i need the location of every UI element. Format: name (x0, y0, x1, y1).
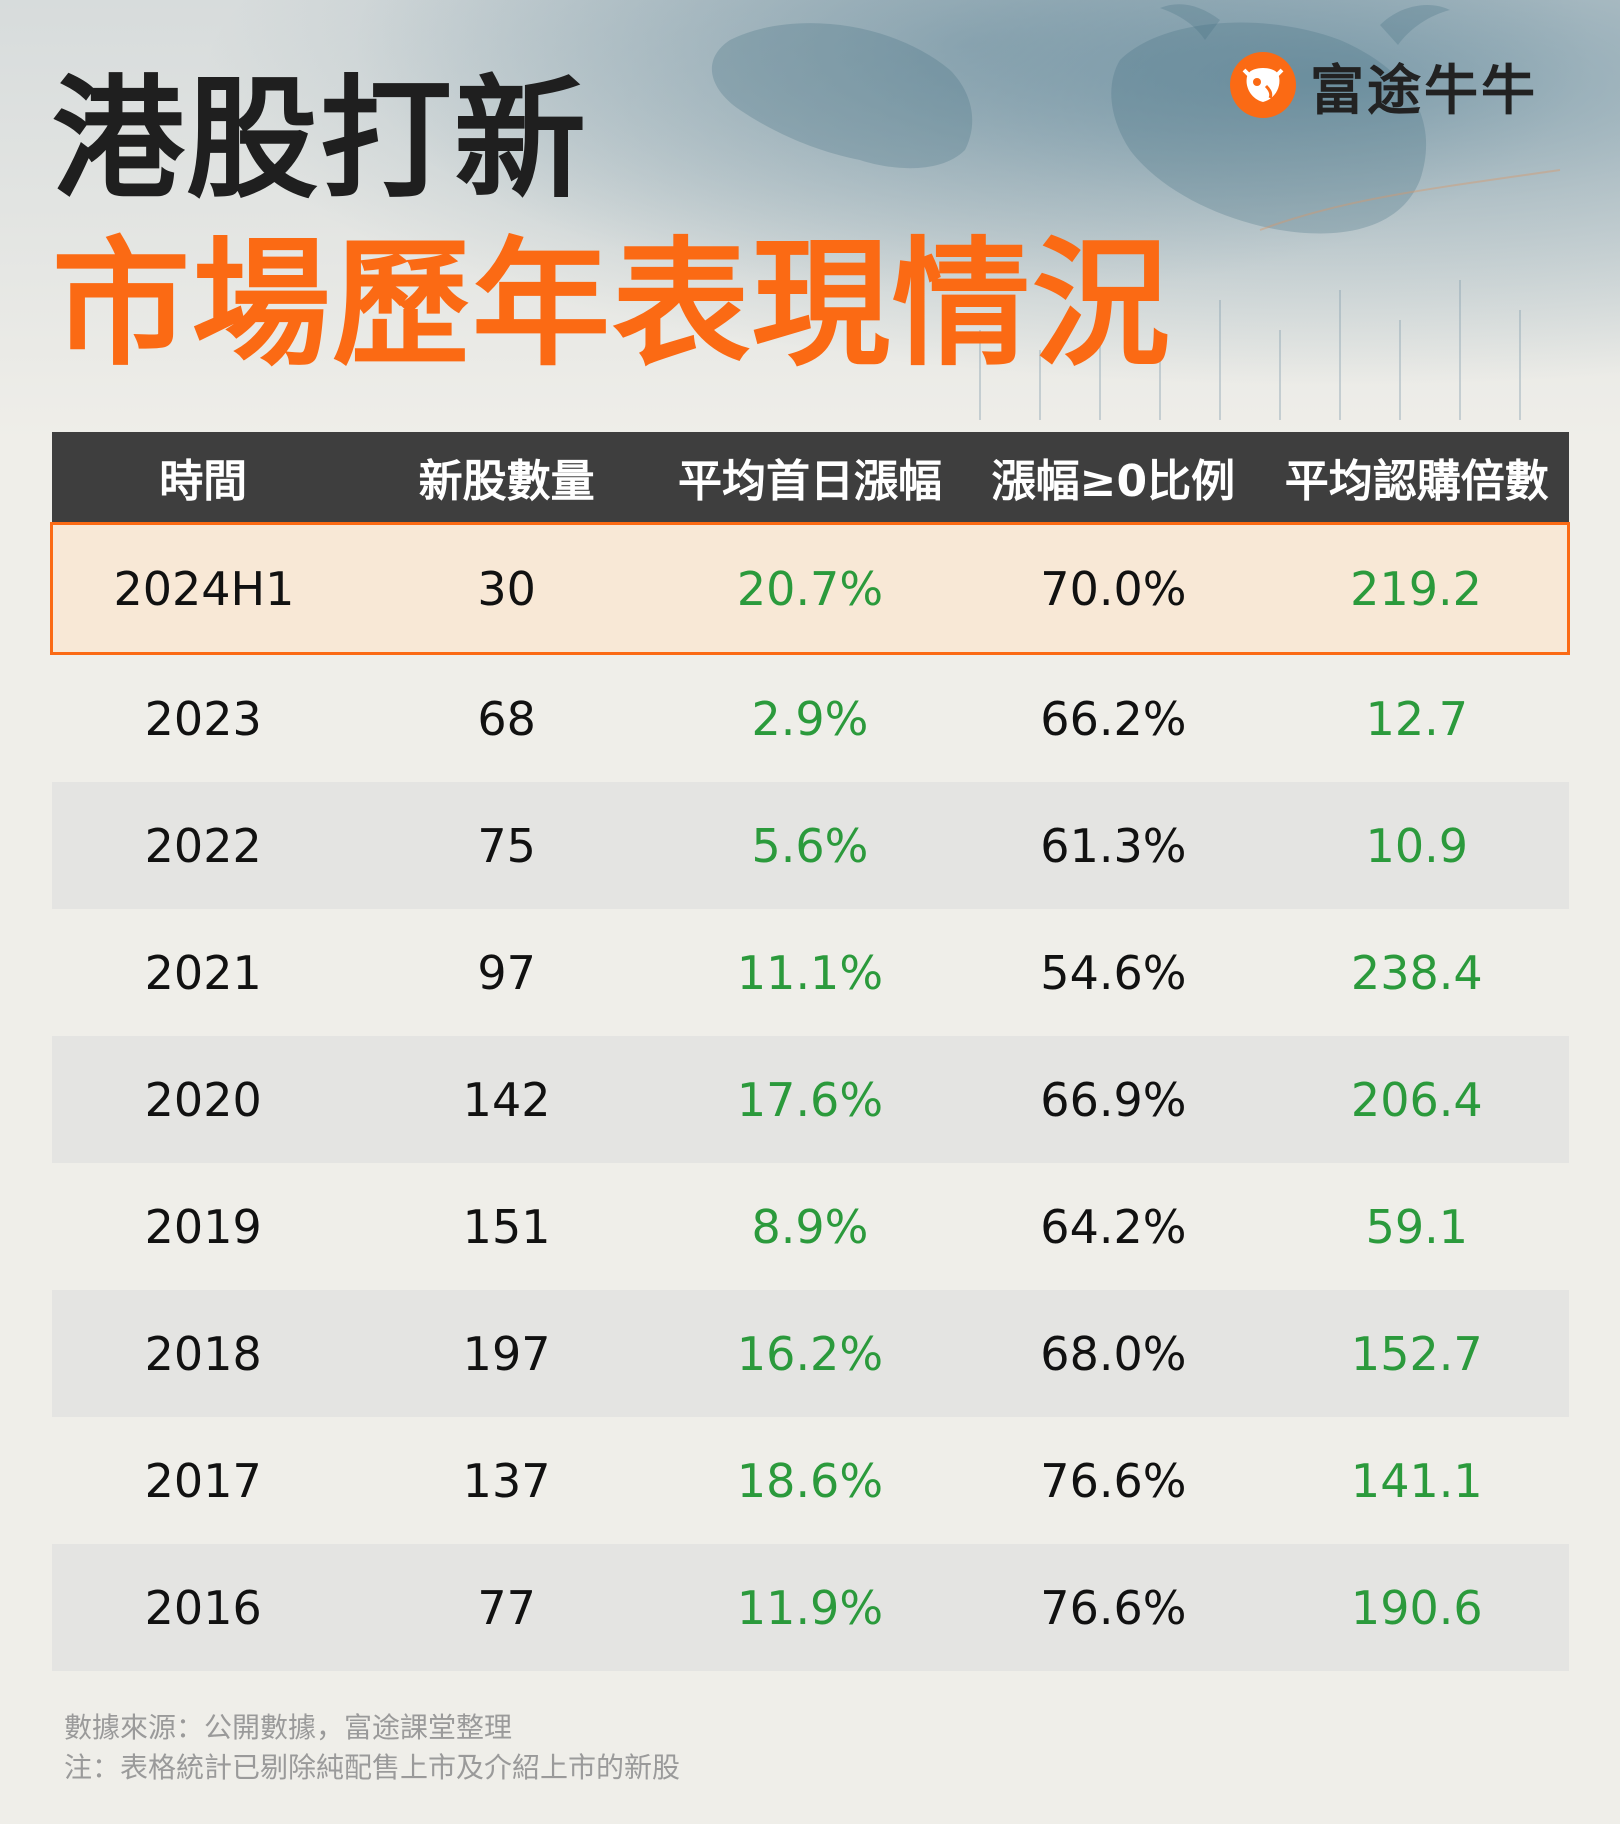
cell-subscription: 219.2 (1265, 524, 1568, 654)
cell-count: 137 (355, 1417, 658, 1544)
table-row: 2021 97 11.1% 54.6% 238.4 (52, 909, 1569, 1036)
column-header-count: 新股數量 (355, 432, 658, 524)
cell-period: 2017 (52, 1417, 355, 1544)
column-header-period: 時間 (52, 432, 355, 524)
cell-ratio: 76.6% (962, 1544, 1265, 1671)
table-header-row: 時間 新股數量 平均首日漲幅 漲幅≥0比例 平均認購倍數 (52, 432, 1569, 524)
table-row: 2016 77 11.9% 76.6% 190.6 (52, 1544, 1569, 1671)
cell-period: 2024H1 (52, 524, 355, 654)
cell-avg-first-day: 2.9% (658, 654, 961, 783)
methodology-note: 注：表格統計已剔除純配售上市及介紹上市的新股 (64, 1748, 680, 1788)
ipo-performance-table: 時間 新股數量 平均首日漲幅 漲幅≥0比例 平均認購倍數 2024H1 30 2… (50, 432, 1570, 1671)
page-title: 港股打新 (52, 70, 588, 210)
cell-period: 2018 (52, 1290, 355, 1417)
cell-ratio: 64.2% (962, 1163, 1265, 1290)
cell-subscription: 206.4 (1265, 1036, 1568, 1163)
cell-avg-first-day: 20.7% (658, 524, 961, 654)
page-subtitle: 市場歷年表現情況 (52, 232, 1172, 378)
cell-period: 2020 (52, 1036, 355, 1163)
cell-avg-first-day: 8.9% (658, 1163, 961, 1290)
cell-ratio: 66.9% (962, 1036, 1265, 1163)
cell-subscription: 238.4 (1265, 909, 1568, 1036)
footnotes: 數據來源：公開數據，富途課堂整理 注：表格統計已剔除純配售上市及介紹上市的新股 (64, 1708, 680, 1788)
cell-count: 30 (355, 524, 658, 654)
cell-subscription: 59.1 (1265, 1163, 1568, 1290)
cell-avg-first-day: 17.6% (658, 1036, 961, 1163)
cell-avg-first-day: 11.1% (658, 909, 961, 1036)
brand-name: 富途牛牛 (1310, 46, 1538, 125)
cell-avg-first-day: 18.6% (658, 1417, 961, 1544)
table-row: 2020 142 17.6% 66.9% 206.4 (52, 1036, 1569, 1163)
table-row: 2022 75 5.6% 61.3% 10.9 (52, 782, 1569, 909)
column-header-subscription: 平均認購倍數 (1265, 432, 1568, 524)
cell-avg-first-day: 5.6% (658, 782, 961, 909)
cell-count: 68 (355, 654, 658, 783)
cell-avg-first-day: 11.9% (658, 1544, 961, 1671)
table-row-highlighted: 2024H1 30 20.7% 70.0% 219.2 (52, 524, 1569, 654)
table-row: 2023 68 2.9% 66.2% 12.7 (52, 654, 1569, 783)
brand: 富途牛牛 (1230, 50, 1538, 120)
cell-period: 2021 (52, 909, 355, 1036)
column-header-avg-first-day: 平均首日漲幅 (658, 432, 961, 524)
cell-period: 2022 (52, 782, 355, 909)
cell-ratio: 68.0% (962, 1290, 1265, 1417)
cell-count: 142 (355, 1036, 658, 1163)
cell-period: 2023 (52, 654, 355, 783)
cell-period: 2016 (52, 1544, 355, 1671)
table-row: 2017 137 18.6% 76.6% 141.1 (52, 1417, 1569, 1544)
cell-count: 197 (355, 1290, 658, 1417)
column-header-ratio: 漲幅≥0比例 (962, 432, 1265, 524)
cell-subscription: 141.1 (1265, 1417, 1568, 1544)
cell-ratio: 61.3% (962, 782, 1265, 909)
data-source-note: 數據來源：公開數據，富途課堂整理 (64, 1708, 680, 1748)
cell-subscription: 152.7 (1265, 1290, 1568, 1417)
futu-bull-logo-icon (1230, 52, 1296, 118)
cell-ratio: 76.6% (962, 1417, 1265, 1544)
cell-count: 77 (355, 1544, 658, 1671)
table-row: 2018 197 16.2% 68.0% 152.7 (52, 1290, 1569, 1417)
cell-ratio: 70.0% (962, 524, 1265, 654)
table-row: 2019 151 8.9% 64.2% 59.1 (52, 1163, 1569, 1290)
cell-ratio: 66.2% (962, 654, 1265, 783)
cell-subscription: 10.9 (1265, 782, 1568, 909)
cell-avg-first-day: 16.2% (658, 1290, 961, 1417)
cell-ratio: 54.6% (962, 909, 1265, 1036)
cell-count: 75 (355, 782, 658, 909)
cell-subscription: 12.7 (1265, 654, 1568, 783)
cell-count: 97 (355, 909, 658, 1036)
cell-count: 151 (355, 1163, 658, 1290)
cell-period: 2019 (52, 1163, 355, 1290)
cell-subscription: 190.6 (1265, 1544, 1568, 1671)
